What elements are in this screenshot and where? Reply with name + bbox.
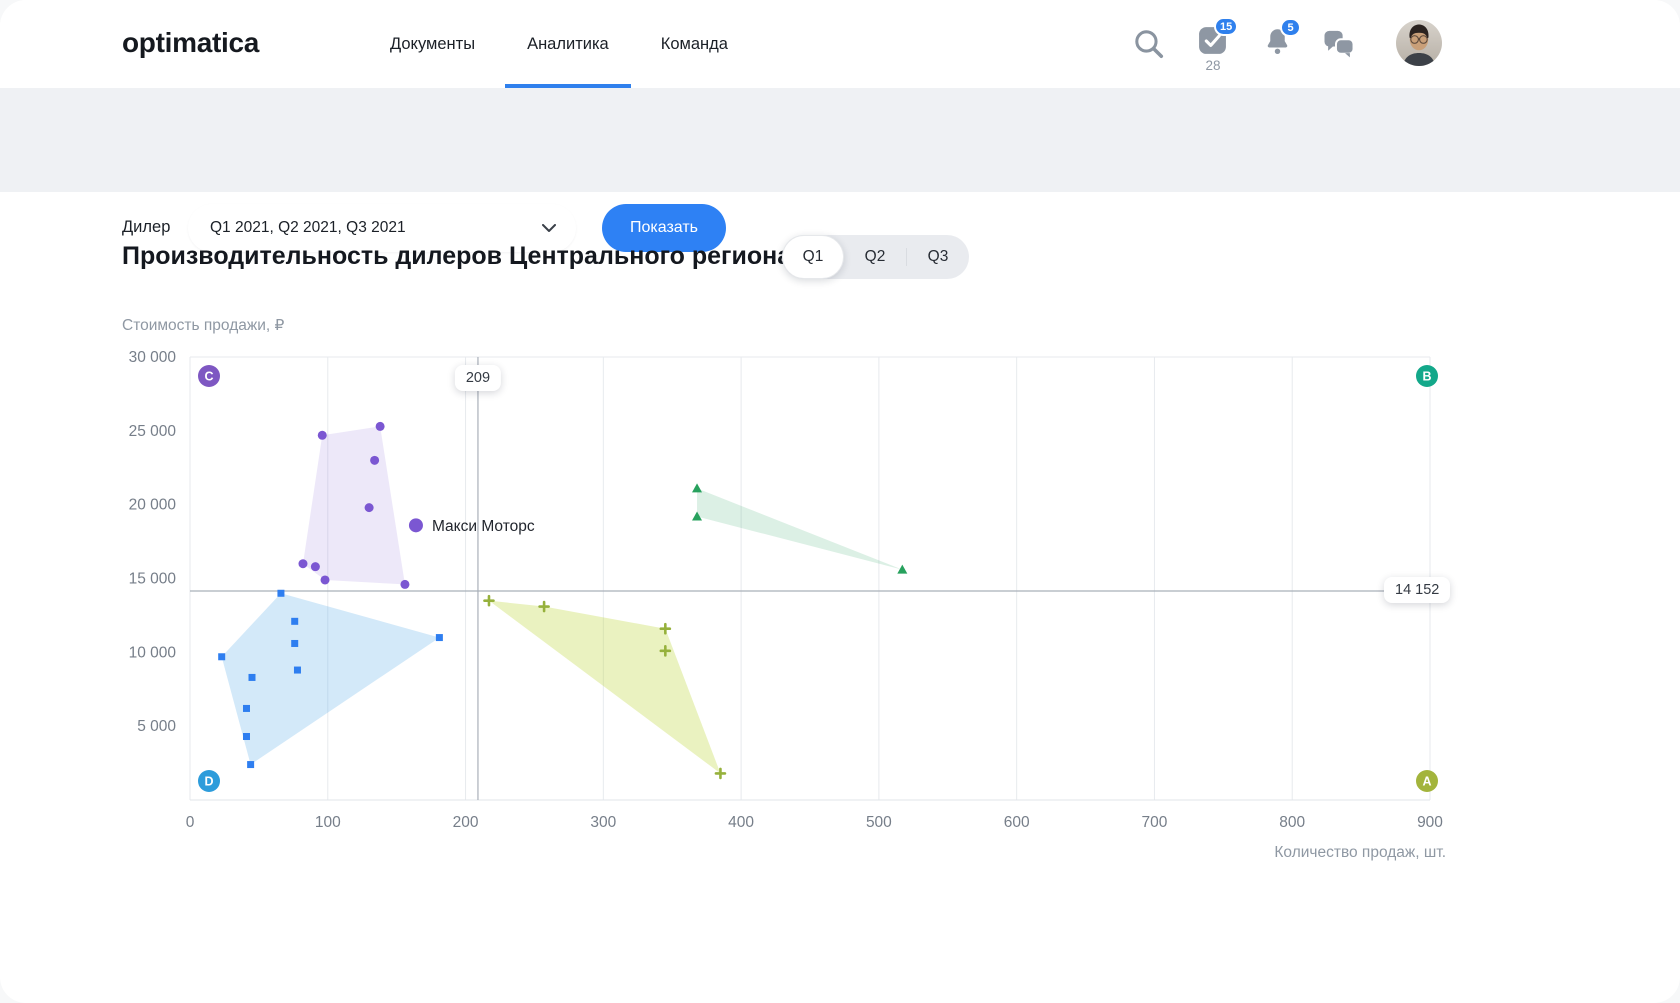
x-axis-title: Количество продаж, шт. (1274, 844, 1446, 861)
svg-text:400: 400 (728, 814, 754, 831)
tasks-count: 28 (1205, 58, 1221, 73)
svg-text:300: 300 (590, 814, 616, 831)
svg-text:800: 800 (1279, 814, 1305, 831)
search-icon (1135, 30, 1164, 59)
svg-text:10 000: 10 000 (129, 644, 177, 661)
chart-gridlines (189, 356, 1431, 801)
svg-text:15 000: 15 000 (129, 571, 177, 588)
svg-text:A: A (1422, 775, 1431, 789)
svg-text:C: C (204, 370, 213, 384)
page-title: Производительность дилеров Центрального … (122, 242, 792, 270)
tab-q3[interactable]: Q3 (927, 248, 949, 265)
period-select-value: Q1 2021, Q2 2021, Q3 2021 (210, 219, 406, 236)
chat-icon (1324, 30, 1355, 58)
notifications-badge: 5 (1280, 18, 1301, 37)
tab-q1[interactable]: Q1 (782, 235, 844, 279)
svg-text:900: 900 (1417, 814, 1443, 831)
y-axis-title: Стоимость продажи, ₽ (122, 317, 285, 334)
notifications-button[interactable]: 5 (1262, 18, 1301, 59)
svg-text:100: 100 (315, 814, 341, 831)
svg-text:500: 500 (866, 814, 892, 831)
show-button[interactable]: Показать (602, 204, 726, 252)
period-select[interactable]: Q1 2021, Q2 2021, Q3 2021 (188, 204, 576, 252)
nav-item-analytics[interactable]: Аналитика (505, 0, 631, 88)
tab-q2[interactable]: Q2 (864, 248, 886, 265)
tasks-badge: 15 (1214, 17, 1239, 36)
logo: optimatica (122, 27, 260, 58)
search-button[interactable] (1132, 27, 1165, 60)
svg-text:200: 200 (453, 814, 479, 831)
nav-item-documents[interactable]: Документы (390, 34, 476, 53)
top-bar: optimatica Документы Аналитика Команда 1… (0, 0, 1680, 88)
data-points: Макси Моторс (218, 421, 908, 780)
user-avatar[interactable] (1396, 20, 1442, 66)
avatar-image (1396, 20, 1442, 66)
chart-axis-ticks: 0 100 200 300 400 500 600 700 800 900 5 000 10 000 1… (129, 349, 1444, 831)
tasks-button[interactable]: 15 (1197, 17, 1239, 56)
cluster-hulls (221, 426, 903, 774)
svg-text:700: 700 (1142, 814, 1168, 831)
nav-item-team[interactable]: Команда (660, 34, 728, 53)
svg-text:30 000: 30 000 (129, 349, 177, 366)
svg-text:5 000: 5 000 (137, 718, 176, 735)
reference-y-label: 14 152 (1384, 577, 1451, 604)
svg-text:D: D (204, 775, 213, 789)
reference-lines (190, 357, 1430, 800)
dealer-label: Дилер (122, 218, 171, 236)
svg-text:600: 600 (1004, 814, 1030, 831)
tab-divider (906, 248, 907, 266)
svg-text:0: 0 (186, 814, 195, 831)
quarter-tabs: Q1 Q2 Q3 (782, 235, 969, 279)
filter-bar: Дилер Q1 2021, Q2 2021, Q3 2021 Показать (0, 88, 1680, 252)
reference-x-label: 209 (454, 365, 502, 391)
quadrant-badges: C B D A (198, 365, 1438, 792)
svg-text:25 000: 25 000 (129, 423, 177, 440)
main-nav: Документы Аналитика Команда (390, 0, 728, 88)
svg-text:Макси Моторс: Макси Моторс (432, 518, 535, 535)
messages-button[interactable] (1322, 29, 1356, 58)
svg-text:20 000: 20 000 (129, 497, 177, 514)
chevron-down-icon (542, 224, 556, 232)
svg-text:B: B (1422, 370, 1431, 384)
